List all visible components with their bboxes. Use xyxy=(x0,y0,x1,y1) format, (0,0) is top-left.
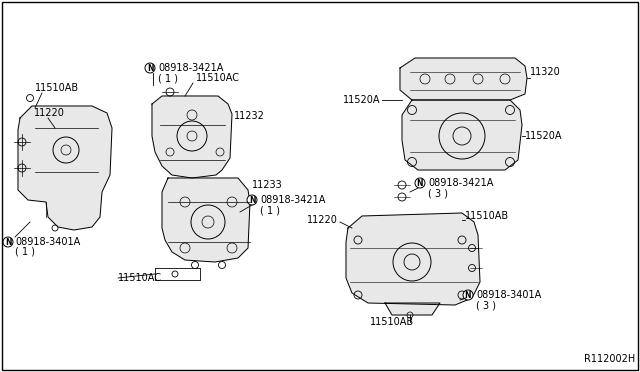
Circle shape xyxy=(187,131,197,141)
Text: ( 3 ): ( 3 ) xyxy=(476,300,496,310)
Circle shape xyxy=(404,254,420,270)
Text: 11232: 11232 xyxy=(234,111,265,121)
Text: 11220: 11220 xyxy=(307,215,338,225)
Text: 08918-3421A: 08918-3421A xyxy=(260,195,325,205)
Polygon shape xyxy=(152,96,232,178)
Text: ( 1 ): ( 1 ) xyxy=(15,247,35,257)
Text: ( 3 ): ( 3 ) xyxy=(428,188,448,198)
Text: 11510AC: 11510AC xyxy=(196,73,240,83)
Text: 08918-3401A: 08918-3401A xyxy=(476,290,541,300)
Polygon shape xyxy=(400,58,527,100)
Text: 08918-3421A: 08918-3421A xyxy=(158,63,223,73)
Circle shape xyxy=(145,63,155,73)
Circle shape xyxy=(202,216,214,228)
Circle shape xyxy=(463,290,473,300)
Text: N: N xyxy=(465,291,471,299)
Text: 11520A: 11520A xyxy=(342,95,380,105)
Polygon shape xyxy=(402,100,522,170)
Circle shape xyxy=(3,237,13,247)
Text: ( 1 ): ( 1 ) xyxy=(158,73,178,83)
Text: 11220: 11220 xyxy=(34,108,65,118)
Text: 11520A: 11520A xyxy=(525,131,563,141)
Text: 11510AB: 11510AB xyxy=(465,211,509,221)
Text: N: N xyxy=(4,237,12,247)
Circle shape xyxy=(61,145,71,155)
Polygon shape xyxy=(346,213,480,305)
Text: R112002H: R112002H xyxy=(584,354,635,364)
Text: 11233: 11233 xyxy=(252,180,283,190)
Text: N: N xyxy=(249,196,255,205)
Circle shape xyxy=(453,127,471,145)
Polygon shape xyxy=(18,106,112,230)
Text: 08918-3421A: 08918-3421A xyxy=(428,178,493,188)
Text: N: N xyxy=(417,179,423,187)
Polygon shape xyxy=(385,303,440,315)
Text: 11320: 11320 xyxy=(530,67,561,77)
Text: N: N xyxy=(147,64,153,73)
Text: 08918-3401A: 08918-3401A xyxy=(15,237,80,247)
Text: 11510AB: 11510AB xyxy=(35,83,79,93)
Circle shape xyxy=(247,195,257,205)
Circle shape xyxy=(415,178,425,188)
Text: ( 1 ): ( 1 ) xyxy=(260,205,280,215)
Polygon shape xyxy=(162,178,250,262)
Text: 11510AB: 11510AB xyxy=(370,317,414,327)
Text: 11510AC: 11510AC xyxy=(118,273,162,283)
